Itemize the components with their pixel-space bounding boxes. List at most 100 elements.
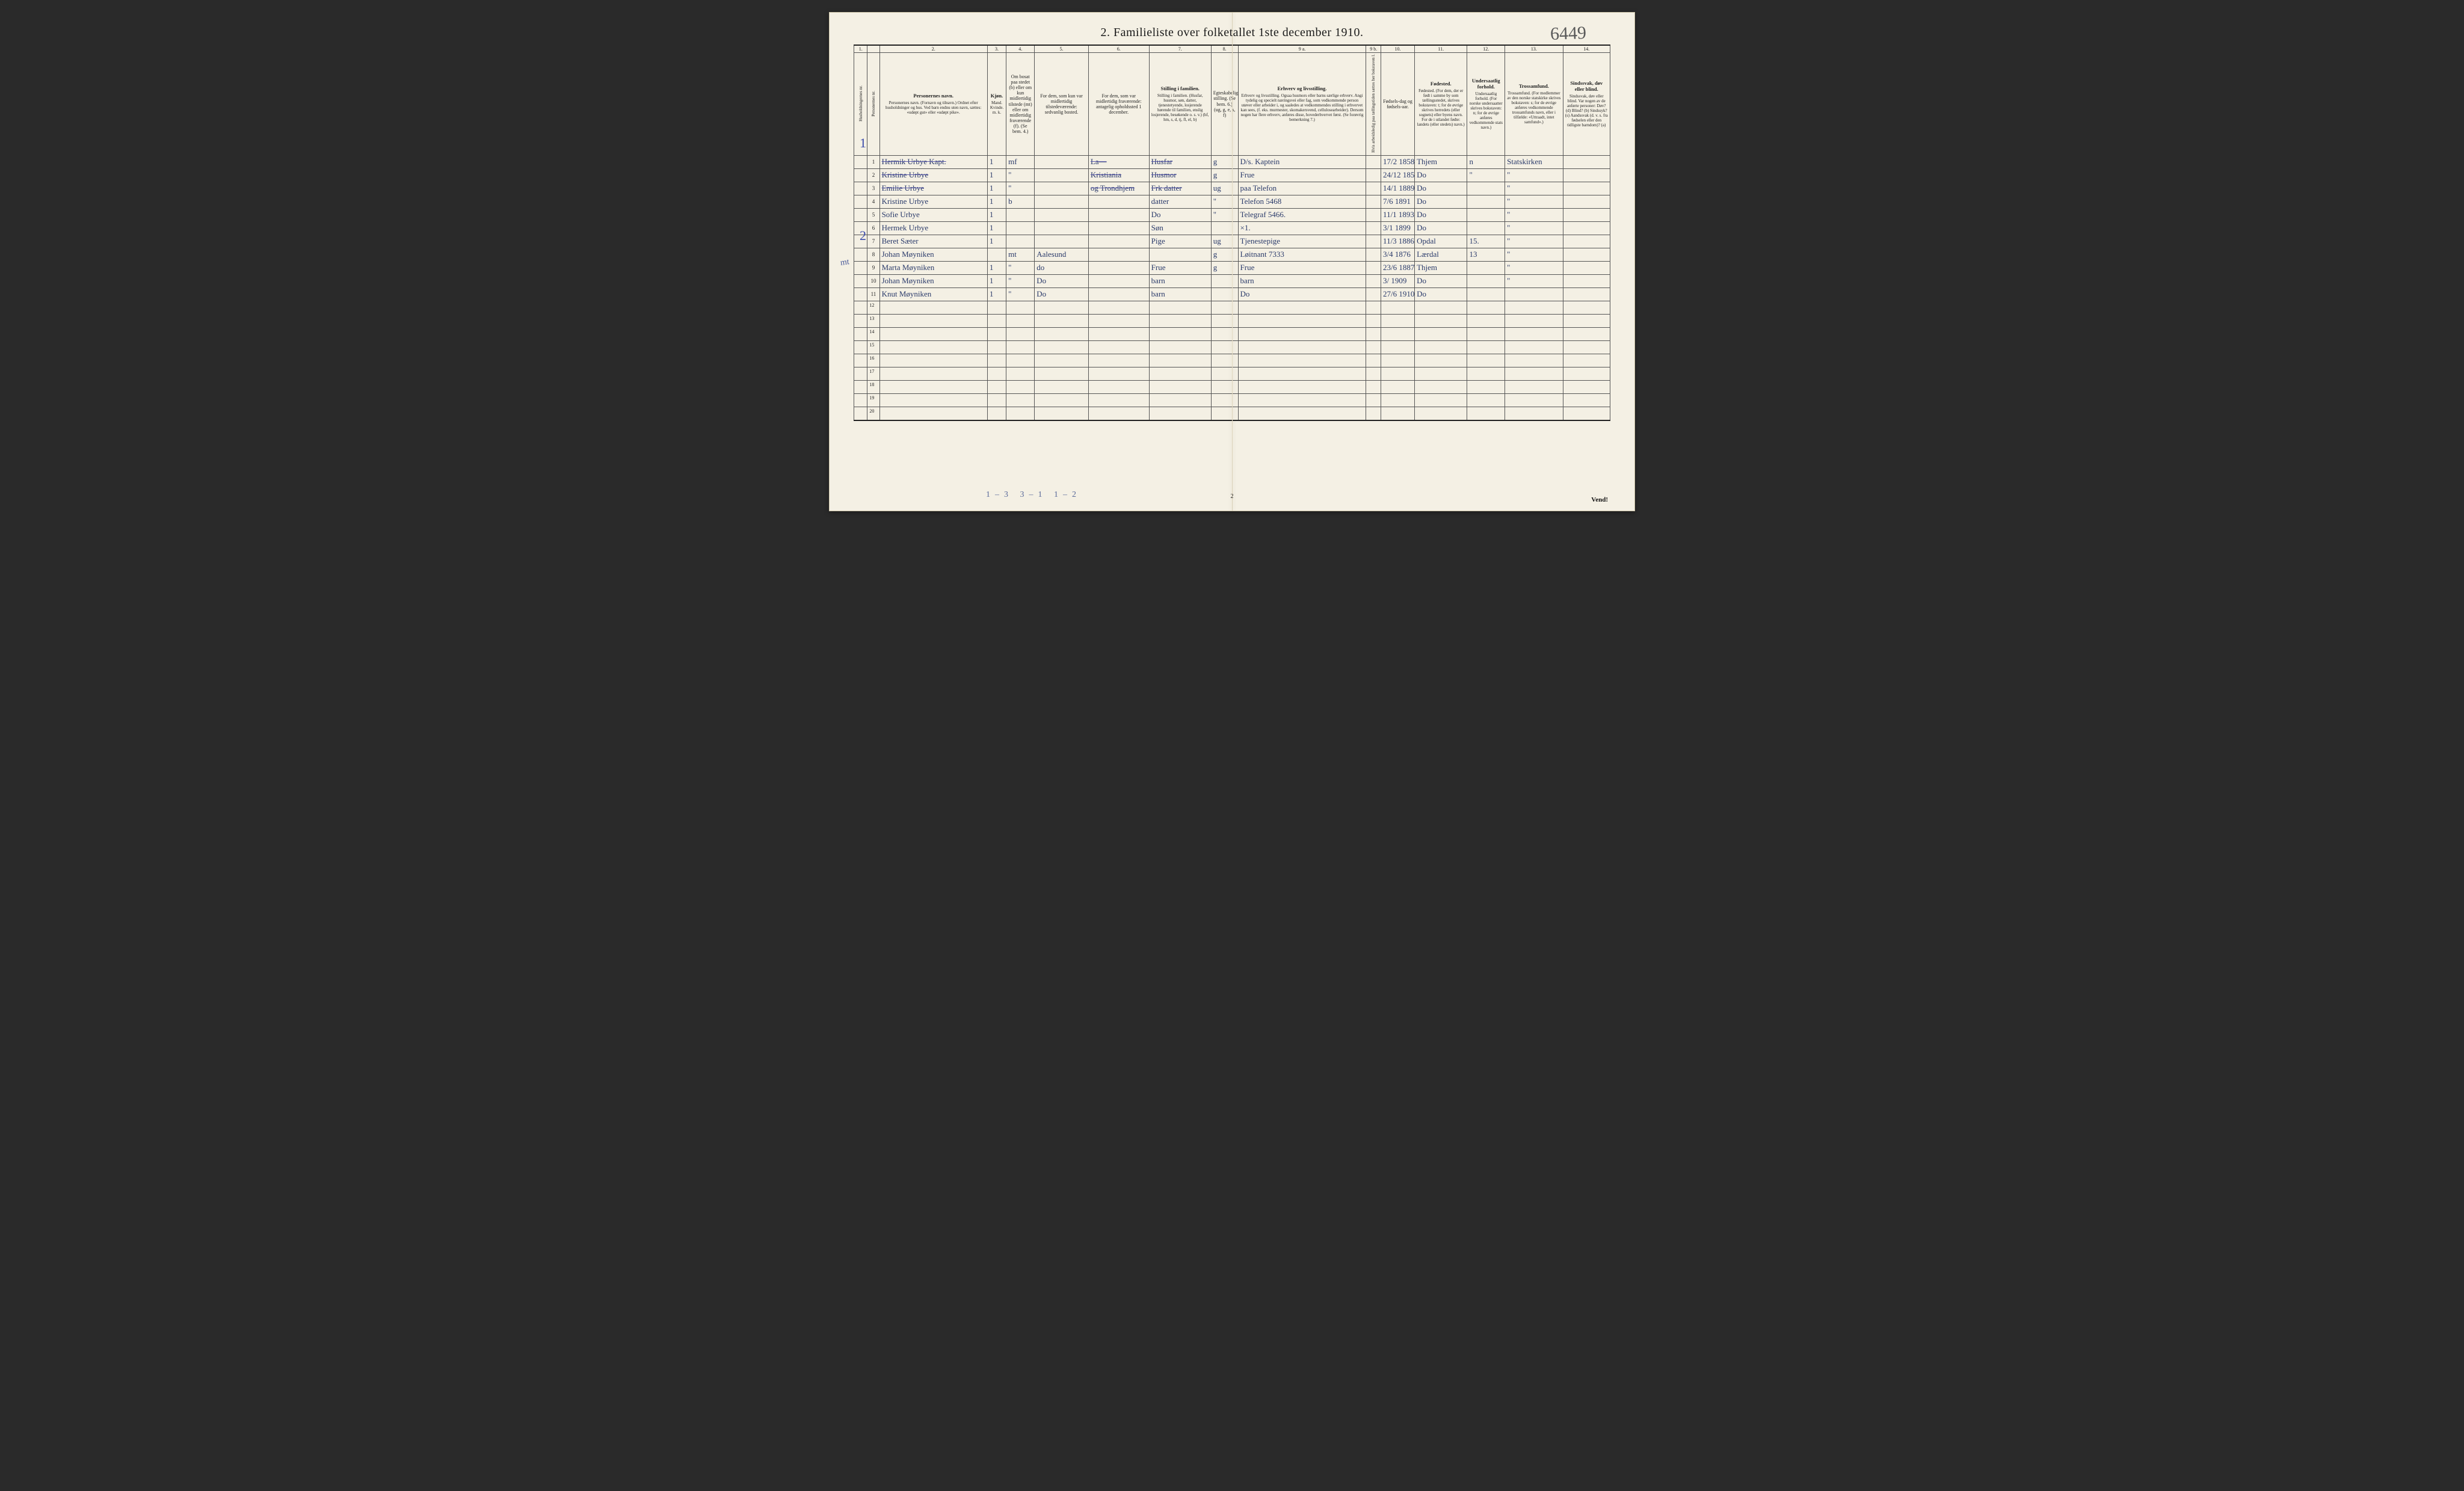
household-mark-1: 1 — [860, 135, 866, 151]
cell-l — [1366, 169, 1381, 182]
cell-fam: Husmor — [1149, 169, 1211, 182]
cell-nat — [1467, 262, 1505, 275]
cell-nat: n — [1467, 156, 1505, 169]
cell-dis — [1563, 169, 1610, 182]
empty-cell — [987, 328, 1006, 341]
empty-cell — [1238, 354, 1366, 367]
empty-cell — [1088, 407, 1149, 420]
cell-hh — [854, 182, 867, 195]
empty-cell — [987, 394, 1006, 407]
empty-cell — [1211, 301, 1238, 315]
empty-cell — [987, 407, 1006, 420]
empty-cell — [1211, 394, 1238, 407]
empty-cell — [1467, 341, 1505, 354]
empty-cell — [1149, 301, 1211, 315]
empty-cell — [854, 354, 867, 367]
table-row: 14 — [854, 328, 1610, 341]
cell-dob: 3/1 1899 — [1381, 222, 1415, 235]
cell-fam: Frk datter — [1149, 182, 1211, 195]
cell-n: 1 — [867, 156, 879, 169]
cell-res — [1006, 235, 1035, 248]
hdr-birthplace: Fødested.Fødested. (For dem, der er født… — [1415, 53, 1467, 156]
cell-dob: 23/6 1887 — [1381, 262, 1415, 275]
table-row: 5Sofie Urbye1Do"Telegraf 5466.11/1 1893D… — [854, 209, 1610, 222]
cell-hh — [854, 275, 867, 288]
cell-eg — [1211, 275, 1238, 288]
empty-cell — [854, 315, 867, 328]
empty-cell — [1563, 301, 1610, 315]
empty-cell — [1381, 328, 1415, 341]
empty-cell — [1238, 315, 1366, 328]
footer-tallies: 1–3 3–1 1–2 — [986, 490, 1081, 500]
hdr-text: Sindssvak, døv eller blind. Var nogen av… — [1565, 94, 1608, 128]
cell-nat — [1467, 275, 1505, 288]
empty-cell — [987, 315, 1006, 328]
cell-rel: " — [1505, 182, 1563, 195]
cell-c5 — [1035, 222, 1089, 235]
empty-cell — [1505, 301, 1563, 315]
hdr-nationality: Undersaatlig forhold.Undersaatlig forhol… — [1467, 53, 1505, 156]
cell-c6 — [1088, 275, 1149, 288]
cell-dob: 11/1 1893 — [1381, 209, 1415, 222]
cell-c5 — [1035, 182, 1089, 195]
table-row: 3Emilie Urbye1"og TrondhjemFrk datterugp… — [854, 182, 1610, 195]
cell-eg: g — [1211, 169, 1238, 182]
hdr-sex: Kjøn.Mand. Kvinde. m. k. — [987, 53, 1006, 156]
cell-c6 — [1088, 209, 1149, 222]
empty-cell — [1415, 381, 1467, 394]
cell-fam: barn — [1149, 275, 1211, 288]
empty-cell — [854, 328, 867, 341]
header-row: Husholdningernes nr. Personernes nr. Per… — [854, 53, 1610, 156]
cell-dob: 11/3 1886 — [1381, 235, 1415, 248]
cell-dis — [1563, 235, 1610, 248]
empty-cell — [854, 381, 867, 394]
empty-cell — [1415, 367, 1467, 381]
cell-eg: ug — [1211, 235, 1238, 248]
cell-name: Marta Møyniken — [879, 262, 987, 275]
empty-cell — [1035, 341, 1089, 354]
hdr-text: Egteskabelig stilling. (Se bem. 6.) (ug,… — [1213, 90, 1238, 118]
cell-res: mt — [1006, 248, 1035, 262]
empty-cell — [1366, 394, 1381, 407]
cell-hh — [854, 288, 867, 301]
cell-name: Knut Møyniken — [879, 288, 987, 301]
cell-name: Johan Møyniken — [879, 275, 987, 288]
cell-dis — [1563, 288, 1610, 301]
cell-rel: " — [1505, 222, 1563, 235]
cell-c5 — [1035, 209, 1089, 222]
cell-rel: " — [1505, 275, 1563, 288]
cell-res: " — [1006, 262, 1035, 275]
empty-cell — [1505, 367, 1563, 381]
empty-cell — [1415, 328, 1467, 341]
cell-name: Sofie Urbye — [879, 209, 987, 222]
cell-n: 7 — [867, 235, 879, 248]
cell-birthplace: Thjem — [1415, 156, 1467, 169]
empty-cell — [1238, 394, 1366, 407]
empty-cell — [1149, 328, 1211, 341]
hdr-text: For dem, som kun var midlertidig tilsted… — [1040, 93, 1082, 115]
empty-cell — [1088, 341, 1149, 354]
table-row: 1Hermik Urbye Kapt.1mfLa—HusfargD/s. Kap… — [854, 156, 1610, 169]
cell-occ: Frue — [1238, 169, 1366, 182]
empty-cell — [1563, 394, 1610, 407]
empty-cell — [854, 367, 867, 381]
cell-nat — [1467, 288, 1505, 301]
empty-cell — [879, 341, 987, 354]
empty-cell — [1211, 315, 1238, 328]
empty-cell — [1415, 407, 1467, 420]
empty-cell — [1149, 341, 1211, 354]
hdr-text: Trossamfund. (For medlemmer av den norsk… — [1507, 91, 1560, 125]
cell-hh — [854, 156, 867, 169]
cell-dis — [1563, 275, 1610, 288]
empty-cell — [1415, 354, 1467, 367]
cell-eg: g — [1211, 262, 1238, 275]
table-row: 13 — [854, 315, 1610, 328]
cell-l — [1366, 182, 1381, 195]
cell-dob: 27/6 1910 — [1381, 288, 1415, 301]
empty-cell — [1238, 381, 1366, 394]
hdr-text: Fødsels-dag og fødsels-aar. — [1383, 99, 1412, 109]
table-row: 8Johan MøynikenmtAalesundgLøitnant 73333… — [854, 248, 1610, 262]
empty-cell — [1006, 367, 1035, 381]
cell-fam: Pige — [1149, 235, 1211, 248]
cell-l — [1366, 288, 1381, 301]
